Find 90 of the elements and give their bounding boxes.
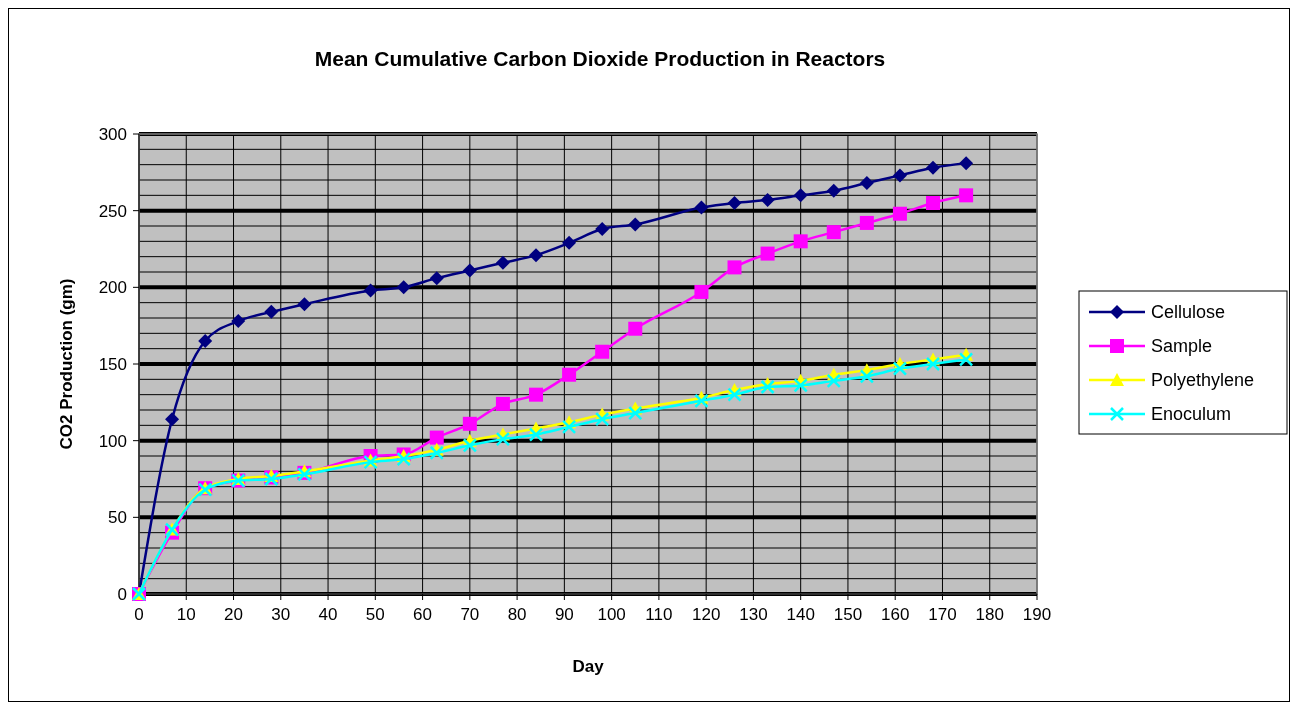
x-tick-label: 80: [507, 605, 527, 624]
x-tick-label: 180: [975, 605, 1004, 624]
point: [562, 235, 577, 250]
point: [826, 183, 841, 198]
x-axis-title: Day: [572, 657, 605, 676]
point: [694, 393, 709, 409]
point: [231, 314, 246, 329]
y-tick-label: 200: [98, 278, 127, 298]
point: [959, 188, 974, 203]
point: [561, 419, 577, 435]
point: [396, 451, 411, 467]
y-tick-label: 0: [117, 585, 127, 604]
point: [462, 263, 477, 278]
x-tick-label: 30: [271, 605, 291, 624]
point: [528, 427, 544, 442]
point: [594, 411, 610, 427]
point: [429, 445, 445, 461]
point: [925, 356, 941, 372]
point: [958, 352, 974, 367]
point: [628, 217, 643, 232]
x-tick-label: 90: [554, 605, 574, 624]
x-tick-label: 170: [928, 605, 957, 624]
point: [363, 283, 378, 298]
point: [892, 206, 907, 221]
y-tick-label: 250: [98, 201, 127, 221]
legend-label: Polyethylene: [1151, 370, 1255, 390]
point: [892, 361, 908, 376]
y-tick-label: 150: [98, 355, 127, 374]
point: [760, 379, 775, 395]
point: [495, 255, 510, 270]
x-tick-label: 120: [691, 605, 721, 624]
point: [926, 196, 941, 210]
x-tick-label: 40: [318, 605, 338, 624]
point: [727, 196, 742, 210]
legend-label: Sample: [1151, 336, 1213, 356]
point: [859, 215, 874, 230]
point: [495, 396, 510, 411]
x-tick-label: 150: [833, 605, 863, 624]
point: [859, 176, 874, 191]
point: [297, 297, 312, 312]
point: [529, 387, 544, 402]
point: [826, 373, 842, 389]
point: [793, 188, 808, 203]
x-tick-label: 130: [739, 605, 768, 624]
point: [760, 192, 775, 207]
x-tick-label: 110: [645, 605, 673, 624]
point: [859, 369, 875, 384]
y-tick-label: 100: [98, 431, 127, 451]
point: [495, 431, 511, 447]
x-tick-label: 140: [786, 605, 815, 624]
point: [429, 271, 444, 286]
x-tick-label: 70: [460, 605, 480, 624]
point: [628, 321, 643, 336]
point: [562, 367, 577, 382]
y-axis-title: CO2 Production (gm): [57, 278, 76, 450]
point: [396, 280, 411, 295]
point: [529, 248, 544, 263]
point: [429, 430, 444, 445]
x-tick-label: 100: [597, 605, 626, 624]
legend-label: Cellulose: [1151, 302, 1226, 322]
y-tick-label: 300: [98, 125, 127, 144]
point: [727, 260, 742, 275]
point: [595, 222, 610, 237]
point: [628, 405, 643, 421]
x-tick-label: 160: [881, 605, 910, 624]
point: [760, 246, 775, 261]
x-tick-label: 10: [176, 605, 196, 624]
x-tick-label: 50: [365, 605, 385, 624]
point: [595, 344, 610, 359]
point: [462, 416, 477, 431]
legend-label: Enoculum: [1151, 404, 1232, 424]
x-tick-label: 20: [224, 605, 243, 624]
point: [165, 412, 180, 427]
point: [462, 438, 478, 453]
point: [926, 160, 941, 175]
x-tick-label: 190: [1022, 605, 1052, 624]
point: [793, 378, 808, 393]
point: [826, 225, 841, 240]
x-tick-label: 60: [413, 605, 433, 624]
point: [892, 168, 907, 183]
point: [694, 284, 709, 299]
point: [198, 334, 213, 348]
x-tick-label: 0: [134, 605, 144, 624]
point: [793, 234, 808, 249]
y-tick-label: 50: [108, 508, 127, 528]
point: [959, 156, 974, 171]
point: [264, 304, 279, 319]
point: [694, 200, 709, 215]
chart-title: Mean Cumulative Carbon Dioxide Production in Reactors: [314, 47, 886, 70]
point: [727, 387, 742, 402]
